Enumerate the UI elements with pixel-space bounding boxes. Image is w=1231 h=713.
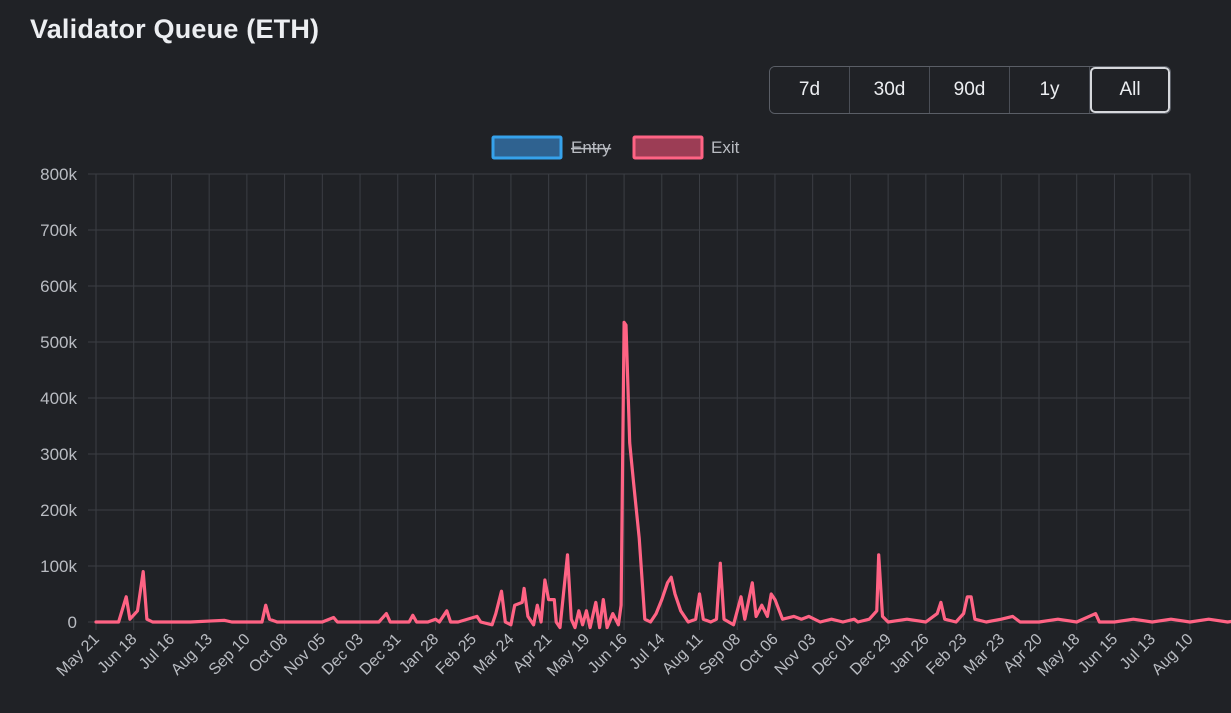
legend-exit-swatch[interactable] bbox=[632, 135, 704, 160]
x-tick-label: May 18 bbox=[1034, 631, 1083, 680]
x-tick-label: Sep 10 bbox=[206, 631, 254, 679]
range-90d-button[interactable]: 90d bbox=[930, 67, 1010, 113]
legend: Entry Exit bbox=[491, 135, 740, 160]
y-tick-label: 300k bbox=[40, 445, 77, 464]
x-tick-label: Nov 03 bbox=[772, 631, 820, 679]
x-tick-label: Dec 31 bbox=[357, 631, 405, 679]
y-tick-label: 100k bbox=[40, 557, 77, 576]
x-tick-label: Feb 23 bbox=[923, 631, 970, 678]
x-tick-label: Jan 26 bbox=[887, 631, 933, 677]
y-tick-label: 200k bbox=[40, 501, 77, 520]
exit-series-line bbox=[94, 320, 1231, 630]
x-tick-label: Jul 13 bbox=[1117, 631, 1159, 673]
x-tick-label: May 19 bbox=[544, 631, 593, 680]
range-1y-button[interactable]: 1y bbox=[1010, 67, 1090, 113]
legend-entry-label[interactable]: Entry bbox=[571, 138, 611, 157]
y-tick-label: 800k bbox=[40, 165, 77, 184]
x-tick-label: Mar 23 bbox=[961, 631, 1008, 678]
x-tick-label: Aug 13 bbox=[168, 631, 216, 679]
x-tick-label: May 21 bbox=[54, 631, 103, 680]
x-tick-label: Mar 24 bbox=[471, 631, 518, 678]
y-tick-label: 0 bbox=[68, 613, 77, 632]
time-range-selector: 7d 30d 90d 1y All bbox=[769, 66, 1171, 114]
x-tick-label: Jul 16 bbox=[136, 631, 178, 673]
chart-title: Validator Queue (ETH) bbox=[30, 14, 320, 44]
x-tick-label: Aug 11 bbox=[659, 631, 706, 678]
x-tick-label: Apr 20 bbox=[1000, 631, 1045, 676]
x-tick-label: Dec 03 bbox=[319, 631, 367, 679]
x-tick-label: Oct 06 bbox=[736, 631, 781, 676]
y-tick-label: 400k bbox=[40, 389, 77, 408]
x-tick-label: Oct 08 bbox=[246, 631, 291, 676]
x-tick-label: Jul 14 bbox=[626, 631, 668, 673]
grid-layer bbox=[88, 173, 1191, 630]
x-tick-label: Aug 10 bbox=[1149, 631, 1197, 679]
legend-exit-label[interactable]: Exit bbox=[711, 138, 740, 157]
y-tick-label: 600k bbox=[40, 277, 77, 296]
x-tick-label: Nov 05 bbox=[281, 631, 329, 679]
range-7d-button[interactable]: 7d bbox=[770, 67, 850, 113]
y-tick-label: 700k bbox=[40, 221, 77, 240]
range-all-button[interactable]: All bbox=[1090, 67, 1170, 113]
x-tick-label: Dec 01 bbox=[809, 631, 857, 679]
x-tick-label: Apr 21 bbox=[510, 631, 555, 676]
x-tick-label: Jan 28 bbox=[396, 631, 442, 677]
series-layer bbox=[94, 320, 1231, 630]
y-tick-label: 500k bbox=[40, 333, 77, 352]
range-30d-button[interactable]: 30d bbox=[850, 67, 930, 113]
plot-border bbox=[95, 173, 1191, 623]
y-axis: 0 100k 200k 300k 400k 500k 600k 700k 800k bbox=[40, 165, 77, 632]
x-tick-label: Sep 08 bbox=[696, 631, 744, 679]
x-tick-label: Dec 29 bbox=[847, 631, 895, 679]
x-tick-label: Feb 25 bbox=[433, 631, 480, 678]
legend-entry-swatch[interactable] bbox=[491, 135, 563, 160]
x-tick-label: Jun 18 bbox=[95, 631, 141, 677]
x-tick-label: Jun 16 bbox=[585, 631, 631, 677]
x-tick-label: Jun 15 bbox=[1075, 631, 1121, 677]
